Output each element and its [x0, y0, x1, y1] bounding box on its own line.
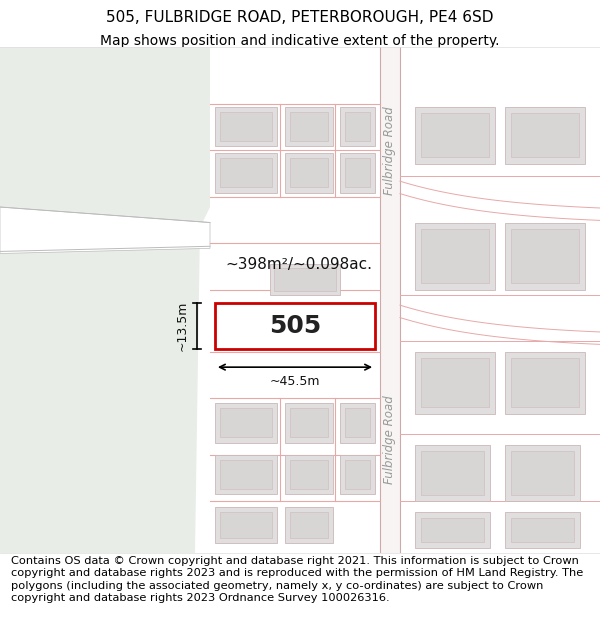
Text: Fulbridge Road: Fulbridge Road [383, 106, 397, 194]
Bar [290, 159, 328, 188]
Bar [340, 455, 375, 494]
Bar [270, 264, 340, 295]
Bar [285, 455, 333, 494]
Bar [345, 159, 370, 188]
Bar [505, 107, 585, 164]
Bar [220, 460, 272, 489]
Bar [421, 451, 484, 495]
Bar [415, 512, 490, 548]
Bar [220, 159, 272, 188]
Polygon shape [0, 228, 200, 553]
Text: 505: 505 [269, 314, 321, 338]
Bar [415, 107, 495, 164]
Text: Map shows position and indicative extent of the property.: Map shows position and indicative extent… [100, 34, 500, 48]
Polygon shape [0, 47, 210, 254]
Bar [290, 512, 328, 538]
Text: 505, FULBRIDGE ROAD, PETERBOROUGH, PE4 6SD: 505, FULBRIDGE ROAD, PETERBOROUGH, PE4 6… [106, 10, 494, 25]
Bar [421, 518, 484, 542]
Text: Contains OS data © Crown copyright and database right 2021. This information is : Contains OS data © Crown copyright and d… [11, 556, 583, 603]
Bar [285, 507, 333, 542]
Bar [505, 352, 585, 414]
Bar [505, 222, 585, 289]
Polygon shape [380, 47, 400, 553]
Text: ~398m²/~0.098ac.: ~398m²/~0.098ac. [225, 257, 372, 272]
Bar [511, 518, 574, 542]
Bar [215, 455, 277, 494]
Bar [421, 358, 489, 408]
Bar [215, 153, 277, 192]
Bar [290, 460, 328, 489]
Bar [511, 113, 579, 158]
Bar [274, 268, 336, 291]
Bar [220, 112, 272, 141]
Bar [215, 403, 277, 442]
Bar [345, 409, 370, 437]
Bar [340, 403, 375, 442]
Bar [511, 229, 579, 284]
Bar [511, 451, 574, 495]
Bar [505, 444, 580, 501]
Bar [285, 107, 333, 146]
Bar [340, 153, 375, 192]
Bar [415, 222, 495, 289]
Bar [415, 444, 490, 501]
Bar [511, 358, 579, 408]
Polygon shape [0, 207, 210, 254]
Bar [421, 113, 489, 158]
Text: ~45.5m: ~45.5m [270, 376, 320, 388]
Bar [290, 112, 328, 141]
Bar [215, 107, 277, 146]
Text: Fulbridge Road: Fulbridge Road [383, 395, 397, 484]
Bar [290, 409, 328, 437]
Bar [421, 229, 489, 284]
Bar [285, 403, 333, 442]
Bar [215, 303, 375, 349]
Bar [215, 507, 277, 542]
Bar [285, 153, 333, 192]
Text: ~13.5m: ~13.5m [176, 301, 189, 351]
Bar [505, 512, 580, 548]
Bar [415, 352, 495, 414]
Bar [345, 112, 370, 141]
Bar [220, 409, 272, 437]
Bar [220, 512, 272, 538]
Bar [345, 460, 370, 489]
Bar [340, 107, 375, 146]
